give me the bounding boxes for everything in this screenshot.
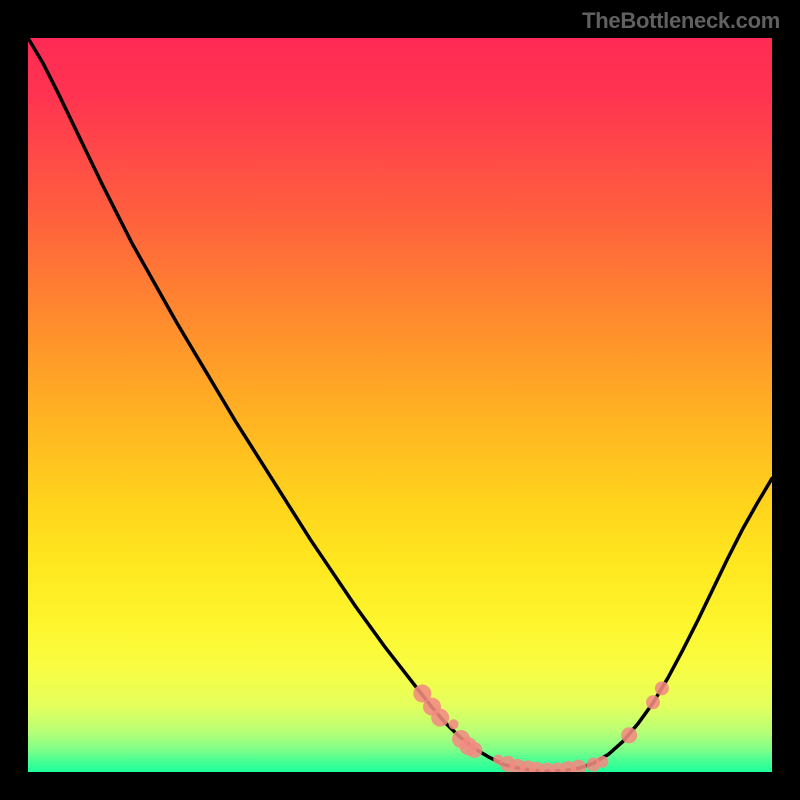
watermark-text: TheBottleneck.com	[582, 8, 780, 34]
plot-area	[28, 38, 772, 772]
gradient-background	[28, 38, 772, 772]
chart-container: TheBottleneck.com	[0, 0, 800, 800]
